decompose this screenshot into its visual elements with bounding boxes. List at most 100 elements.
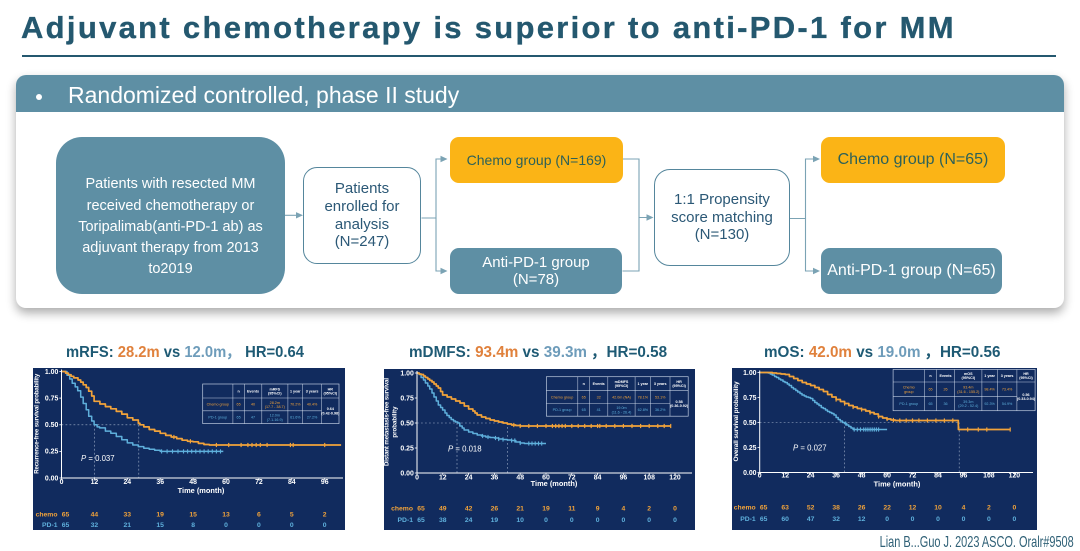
svg-text:108: 108 bbox=[983, 473, 995, 480]
svg-text:0: 0 bbox=[596, 517, 600, 524]
svg-text:0: 0 bbox=[673, 517, 677, 524]
svg-text:32: 32 bbox=[91, 522, 99, 529]
svg-text:(31.6 - 155.2): (31.6 - 155.2) bbox=[957, 390, 979, 394]
svg-text:n: n bbox=[583, 382, 586, 386]
svg-text:96: 96 bbox=[321, 479, 329, 486]
svg-text:0.50: 0.50 bbox=[45, 422, 59, 429]
svg-text:65: 65 bbox=[928, 387, 932, 391]
svg-text:120: 120 bbox=[1009, 473, 1021, 480]
svg-text:2: 2 bbox=[987, 505, 991, 512]
svg-text:11: 11 bbox=[568, 506, 575, 513]
svg-text:72: 72 bbox=[909, 473, 917, 480]
svg-text:19: 19 bbox=[491, 517, 499, 524]
svg-text:108: 108 bbox=[643, 475, 655, 482]
svg-text:Chemo group: Chemo group bbox=[551, 395, 573, 399]
svg-text:73.4%: 73.4% bbox=[1002, 387, 1013, 391]
svg-text:12.0m: 12.0m bbox=[270, 414, 280, 418]
svg-text:mDMFS: mDMFS bbox=[615, 380, 629, 384]
svg-text:0.00: 0.00 bbox=[743, 470, 757, 477]
svg-text:(17.7 - 38.7): (17.7 - 38.7) bbox=[265, 405, 285, 409]
svg-text:0: 0 bbox=[962, 516, 966, 523]
svg-text:PD-1: PD-1 bbox=[398, 517, 414, 524]
svg-text:4: 4 bbox=[962, 505, 966, 512]
svg-text:24: 24 bbox=[465, 517, 473, 524]
svg-text:chemo: chemo bbox=[36, 512, 58, 519]
svg-text:78.1%: 78.1% bbox=[638, 395, 649, 399]
svg-text:26: 26 bbox=[858, 505, 866, 512]
svg-text:8: 8 bbox=[191, 522, 195, 529]
svg-text:24: 24 bbox=[807, 473, 815, 480]
svg-text:Events: Events bbox=[593, 382, 605, 386]
svg-text:10: 10 bbox=[934, 505, 942, 512]
svg-text:93.4m: 93.4m bbox=[963, 386, 973, 390]
svg-text:0: 0 bbox=[1013, 516, 1017, 523]
svg-text:n: n bbox=[929, 374, 932, 378]
svg-text:0.75: 0.75 bbox=[743, 395, 757, 402]
svg-text:0: 0 bbox=[647, 517, 651, 524]
svg-text:53.1%: 53.1% bbox=[655, 395, 666, 399]
svg-text:36: 36 bbox=[943, 402, 947, 406]
svg-text:65: 65 bbox=[760, 516, 768, 523]
svg-text:1 year: 1 year bbox=[290, 389, 301, 393]
svg-text:(95%CI): (95%CI) bbox=[268, 392, 282, 396]
svg-text:Events: Events bbox=[247, 389, 259, 393]
svg-text:0.58: 0.58 bbox=[676, 400, 683, 404]
svg-text:47: 47 bbox=[251, 416, 255, 420]
svg-text:38: 38 bbox=[832, 505, 840, 512]
svg-text:3 years: 3 years bbox=[654, 382, 667, 386]
svg-text:84: 84 bbox=[594, 475, 602, 482]
svg-text:PD-1 group: PD-1 group bbox=[553, 408, 572, 412]
svg-text:0: 0 bbox=[1013, 505, 1017, 512]
svg-text:62.8%: 62.8% bbox=[638, 408, 649, 412]
svg-text:39.3m: 39.3m bbox=[963, 400, 973, 404]
svg-text:(95%CI): (95%CI) bbox=[324, 392, 338, 396]
svg-text:0.25: 0.25 bbox=[400, 445, 414, 452]
svg-text:65: 65 bbox=[62, 522, 70, 529]
svg-text:Time (month): Time (month) bbox=[531, 479, 578, 488]
svg-text:P = 0.027: P = 0.027 bbox=[793, 444, 827, 453]
svg-text:28.2m: 28.2m bbox=[270, 401, 280, 405]
svg-text:5: 5 bbox=[290, 512, 294, 519]
svg-text:P = 0.037: P = 0.037 bbox=[81, 454, 115, 463]
svg-text:0.56: 0.56 bbox=[1022, 393, 1029, 397]
svg-text:0: 0 bbox=[224, 522, 228, 529]
svg-text:0.00: 0.00 bbox=[45, 475, 59, 482]
svg-text:0: 0 bbox=[987, 516, 991, 523]
svg-text:0: 0 bbox=[570, 517, 574, 524]
svg-text:0: 0 bbox=[885, 516, 889, 523]
svg-text:27.2%: 27.2% bbox=[307, 416, 318, 420]
svg-text:36: 36 bbox=[491, 475, 499, 482]
svg-text:19: 19 bbox=[542, 506, 550, 513]
svg-text:15: 15 bbox=[156, 522, 164, 529]
svg-text:1 year: 1 year bbox=[984, 374, 995, 378]
svg-text:65: 65 bbox=[417, 517, 425, 524]
svg-text:PD-1 group: PD-1 group bbox=[208, 416, 227, 420]
svg-text:42: 42 bbox=[465, 506, 473, 513]
svg-text:84: 84 bbox=[288, 479, 296, 486]
svg-text:120: 120 bbox=[669, 475, 681, 482]
svg-text:72: 72 bbox=[568, 475, 576, 482]
svg-text:3 years: 3 years bbox=[306, 389, 319, 393]
svg-text:0.50: 0.50 bbox=[400, 420, 414, 427]
svg-text:41: 41 bbox=[597, 408, 601, 412]
svg-text:1.00: 1.00 bbox=[400, 370, 414, 377]
svg-text:65: 65 bbox=[237, 403, 241, 407]
svg-text:63: 63 bbox=[781, 505, 789, 512]
svg-text:44: 44 bbox=[91, 512, 99, 519]
svg-text:47: 47 bbox=[807, 516, 815, 523]
svg-text:65: 65 bbox=[928, 402, 932, 406]
svg-text:chemo: chemo bbox=[734, 505, 756, 512]
svg-text:n: n bbox=[237, 389, 240, 393]
svg-text:12: 12 bbox=[858, 516, 866, 523]
svg-text:0.25: 0.25 bbox=[45, 449, 59, 456]
svg-text:26: 26 bbox=[943, 387, 947, 391]
svg-text:65: 65 bbox=[582, 408, 586, 412]
svg-text:(7.1-16.9): (7.1-16.9) bbox=[267, 418, 283, 422]
svg-text:70.2%: 70.2% bbox=[290, 403, 301, 407]
svg-text:(0.36-0.92): (0.36-0.92) bbox=[670, 404, 689, 408]
svg-text:6: 6 bbox=[257, 512, 261, 519]
svg-text:(0.42-0.98): (0.42-0.98) bbox=[321, 411, 340, 415]
svg-text:65: 65 bbox=[237, 416, 241, 420]
svg-text:HR: HR bbox=[676, 380, 682, 384]
svg-text:0.50: 0.50 bbox=[743, 420, 757, 427]
